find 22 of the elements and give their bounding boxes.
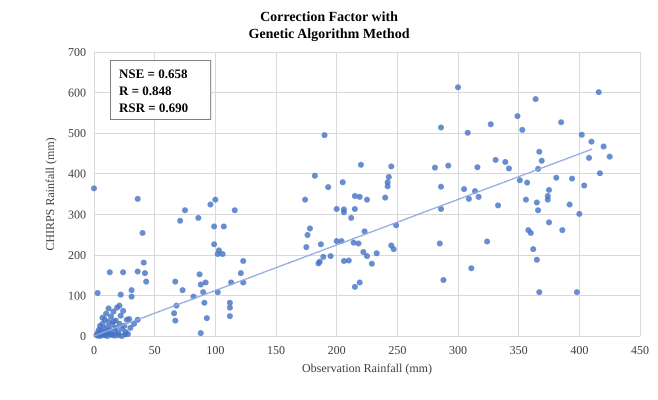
y-tick-label: 200 [68,248,86,262]
y-tick-label: 300 [68,207,86,222]
y-tick-label: 100 [68,288,86,302]
y-tick-label: 700 [68,45,86,59]
y-axis-title: CHIRPS Rainfall (mm) [43,137,57,251]
x-tick-label: 300 [449,343,467,357]
x-tick-label: 100 [206,343,224,357]
chart-title: Correction Factor with Genetic Algorithm Method [248,10,410,42]
x-tick-label: 0 [91,343,97,357]
x-axis-title: Observation Rainfall (mm) [302,361,432,375]
x-tick-label: 250 [388,343,406,357]
x-tick-label: 50 [148,343,161,357]
y-tick-label: 0 [80,329,86,343]
x-tick-label: 450 [631,343,649,357]
annotation: NSE = 0.658 R = 0.848 RSR = 0.690 [119,66,188,115]
x-tick-label: 150 [267,343,285,357]
y-tick-label: 400 [68,166,86,181]
y-tick-label: 600 [68,86,86,100]
y-tick-label: 500 [68,126,86,140]
x-tick-label: 200 [328,343,346,357]
x-tick-label: 400 [570,343,588,357]
x-tick-label: 350 [510,343,528,357]
